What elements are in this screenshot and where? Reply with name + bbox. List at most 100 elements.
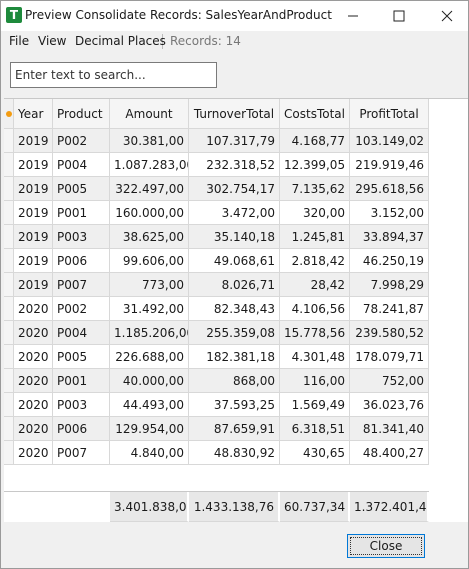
table-cell[interactable]: 1.087.283,00	[110, 153, 189, 177]
table-cell[interactable]: 87.659,91	[189, 417, 280, 441]
app-icon: T	[6, 7, 22, 23]
column-header[interactable]: Year	[14, 99, 53, 129]
table-cell[interactable]: 35.140,18	[189, 225, 280, 249]
close-button[interactable]: Close	[347, 534, 425, 558]
table-cell[interactable]: 15.778,56	[280, 321, 350, 345]
table-cell[interactable]: P007	[53, 273, 110, 297]
table-cell[interactable]: 6.318,51	[280, 417, 350, 441]
table-cell[interactable]: 182.381,18	[189, 345, 280, 369]
close-x[interactable]	[441, 10, 453, 22]
table-cell[interactable]: 4.840,00	[110, 441, 189, 465]
table-cell[interactable]: 773,00	[110, 273, 189, 297]
column-header[interactable]: Amount	[110, 99, 189, 129]
table-cell[interactable]: 4.168,77	[280, 129, 350, 153]
table-cell[interactable]: P005	[53, 345, 110, 369]
table-cell[interactable]: 1.569,49	[280, 393, 350, 417]
table-cell[interactable]: 2019	[14, 201, 53, 225]
table-cell[interactable]: 28,42	[280, 273, 350, 297]
maximize[interactable]	[393, 10, 405, 22]
table-cell[interactable]: 2020	[14, 393, 53, 417]
table-cell[interactable]: 255.359,08	[189, 321, 280, 345]
table-cell[interactable]: 2019	[14, 177, 53, 201]
table-cell[interactable]: 129.954,00	[110, 417, 189, 441]
search-box[interactable]: Enter text to search...	[10, 62, 217, 88]
table-cell[interactable]: 36.023,76	[350, 393, 429, 417]
table-cell[interactable]: 2020	[14, 321, 53, 345]
table-cell[interactable]: 116,00	[280, 369, 350, 393]
table-cell[interactable]: 2020	[14, 369, 53, 393]
table-cell[interactable]: P006	[53, 417, 110, 441]
table-cell[interactable]: 3.472,00	[189, 201, 280, 225]
table-cell[interactable]: 48.830,92	[189, 441, 280, 465]
table-cell[interactable]: 1.185.206,00	[110, 321, 189, 345]
table-cell[interactable]: 2020	[14, 417, 53, 441]
table-cell[interactable]: 868,00	[189, 369, 280, 393]
table-cell[interactable]: P007	[53, 441, 110, 465]
table-cell[interactable]: 48.400,27	[350, 441, 429, 465]
column-header[interactable]: CostsTotal	[280, 99, 350, 129]
table-cell[interactable]: P003	[53, 393, 110, 417]
table-cell[interactable]: 37.593,25	[189, 393, 280, 417]
table-cell[interactable]: 1.245,81	[280, 225, 350, 249]
window-controls[interactable]	[341, 1, 468, 31]
table-cell[interactable]: 2020	[14, 297, 53, 321]
table-cell[interactable]: 38.625,00	[110, 225, 189, 249]
table-cell[interactable]: 295.618,56	[350, 177, 429, 201]
column-header[interactable]: Product	[53, 99, 110, 129]
table-cell[interactable]: 752,00	[350, 369, 429, 393]
table-cell[interactable]: 430,65	[280, 441, 350, 465]
table-cell[interactable]: 8.026,71	[189, 273, 280, 297]
table-cell[interactable]: P002	[53, 129, 110, 153]
table-cell[interactable]: 232.318,52	[189, 153, 280, 177]
table-cell[interactable]: P004	[53, 321, 110, 345]
table-cell[interactable]: 33.894,37	[350, 225, 429, 249]
table-cell[interactable]: 31.492,00	[110, 297, 189, 321]
column-header[interactable]: TurnoverTotal	[189, 99, 280, 129]
table-cell[interactable]: 2.818,42	[280, 249, 350, 273]
table-cell[interactable]: P003	[53, 225, 110, 249]
table-cell[interactable]: 2019	[14, 225, 53, 249]
table-cell[interactable]: 2020	[14, 345, 53, 369]
table-cell[interactable]: 44.493,00	[110, 393, 189, 417]
table-cell[interactable]: 302.754,17	[189, 177, 280, 201]
table-cell[interactable]: 49.068,61	[189, 249, 280, 273]
table-cell[interactable]: 99.606,00	[110, 249, 189, 273]
menu-item[interactable]: Decimal Places	[75, 34, 166, 48]
table-cell[interactable]: 2019	[14, 273, 53, 297]
table-cell[interactable]: P001	[53, 369, 110, 393]
table-cell[interactable]: P004	[53, 153, 110, 177]
table-cell[interactable]: 2019	[14, 129, 53, 153]
table-cell[interactable]: 226.688,00	[110, 345, 189, 369]
menu-item[interactable]: File	[9, 34, 30, 48]
table-cell[interactable]: 30.381,00	[110, 129, 189, 153]
table-cell[interactable]: 322.497,00	[110, 177, 189, 201]
table-cell[interactable]: 160.000,00	[110, 201, 189, 225]
table-cell[interactable]: 78.241,87	[350, 297, 429, 321]
table-cell[interactable]: 2019	[14, 153, 53, 177]
table-cell[interactable]: 320,00	[280, 201, 350, 225]
menu-item[interactable]: View	[38, 34, 67, 48]
table-cell[interactable]: 239.580,52	[350, 321, 429, 345]
column-header[interactable]: ProfitTotal	[350, 99, 429, 129]
table-cell[interactable]: 7.135,62	[280, 177, 350, 201]
table-cell[interactable]: 2019	[14, 249, 53, 273]
table-cell[interactable]: 4.301,48	[280, 345, 350, 369]
table-cell[interactable]: 219.919,46	[350, 153, 429, 177]
table-cell[interactable]: P002	[53, 297, 110, 321]
total-cell: 1.433.138,76	[189, 492, 280, 522]
table-cell[interactable]: 81.341,40	[350, 417, 429, 441]
table-cell[interactable]: 40.000,00	[110, 369, 189, 393]
table-cell[interactable]: 12.399,05	[280, 153, 350, 177]
table-cell[interactable]: P006	[53, 249, 110, 273]
table-cell[interactable]: 4.106,56	[280, 297, 350, 321]
table-cell[interactable]: 178.079,71	[350, 345, 429, 369]
table-cell[interactable]: P005	[53, 177, 110, 201]
table-cell[interactable]: 103.149,02	[350, 129, 429, 153]
table-cell[interactable]: 46.250,19	[350, 249, 429, 273]
table-cell[interactable]: 2020	[14, 441, 53, 465]
table-cell[interactable]: 107.317,79	[189, 129, 280, 153]
table-cell[interactable]: 7.998,29	[350, 273, 429, 297]
table-cell[interactable]: P001	[53, 201, 110, 225]
table-cell[interactable]: 82.348,43	[189, 297, 280, 321]
table-cell[interactable]: 3.152,00	[350, 201, 429, 225]
